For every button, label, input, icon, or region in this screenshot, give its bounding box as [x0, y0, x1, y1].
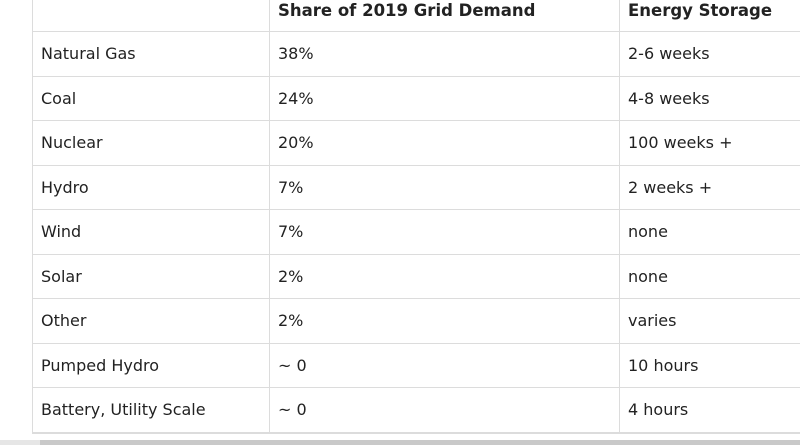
cell-share: 24%: [269, 75, 620, 121]
cell-storage: 4-8 weeks: [619, 75, 800, 121]
table-body: Natural Gas 38% 2-6 weeks Coal 24% 4-8 w…: [32, 31, 800, 433]
cell-source: Other: [32, 298, 270, 344]
cell-source: Solar: [32, 253, 270, 299]
cell-share: 38%: [269, 31, 620, 77]
cell-source: Hydro: [32, 164, 270, 210]
header-row: Share of 2019 Grid Demand Energy Storage: [32, 0, 800, 32]
cell-share: ~ 0: [269, 387, 620, 433]
cell-share: 7%: [269, 164, 620, 210]
table-row: Solar 2% none: [32, 253, 800, 299]
cell-share: 7%: [269, 209, 620, 255]
cell-share: 2%: [269, 298, 620, 344]
cell-share: 2%: [269, 253, 620, 299]
cell-source: Pumped Hydro: [32, 342, 270, 388]
cell-storage: varies: [619, 298, 800, 344]
divider: [32, 433, 800, 434]
table-row: Other 2% varies: [32, 298, 800, 344]
table-row: Hydro 7% 2 weeks +: [32, 164, 800, 210]
cell-share: ~ 0: [269, 342, 620, 388]
table-header: Share of 2019 Grid Demand Energy Storage: [32, 0, 800, 32]
header-share: Share of 2019 Grid Demand: [269, 0, 620, 32]
cell-storage: none: [619, 209, 800, 255]
cell-share: 20%: [269, 120, 620, 166]
cell-source: Nuclear: [32, 120, 270, 166]
table-row: Nuclear 20% 100 weeks +: [32, 120, 800, 166]
horizontal-scrollbar-thumb[interactable]: [40, 440, 800, 445]
cell-storage: 2-6 weeks: [619, 31, 800, 77]
cell-storage: 100 weeks +: [619, 120, 800, 166]
cell-storage: 10 hours: [619, 342, 800, 388]
cell-source: Natural Gas: [32, 31, 270, 77]
table-row: Wind 7% none: [32, 209, 800, 255]
table-row: Coal 24% 4-8 weeks: [32, 75, 800, 121]
cell-storage: 4 hours: [619, 387, 800, 433]
energy-table: Share of 2019 Grid Demand Energy Storage…: [32, 0, 800, 433]
table-row: Pumped Hydro ~ 0 10 hours: [32, 342, 800, 388]
header-source: [32, 0, 270, 32]
cell-storage: 2 weeks +: [619, 164, 800, 210]
table-row: Natural Gas 38% 2-6 weeks: [32, 31, 800, 77]
cell-storage: none: [619, 253, 800, 299]
table-row: Battery, Utility Scale ~ 0 4 hours: [32, 387, 800, 433]
cell-source: Wind: [32, 209, 270, 255]
cell-source: Coal: [32, 75, 270, 121]
header-storage: Energy Storage: [619, 0, 800, 32]
cell-source: Battery, Utility Scale: [32, 387, 270, 433]
